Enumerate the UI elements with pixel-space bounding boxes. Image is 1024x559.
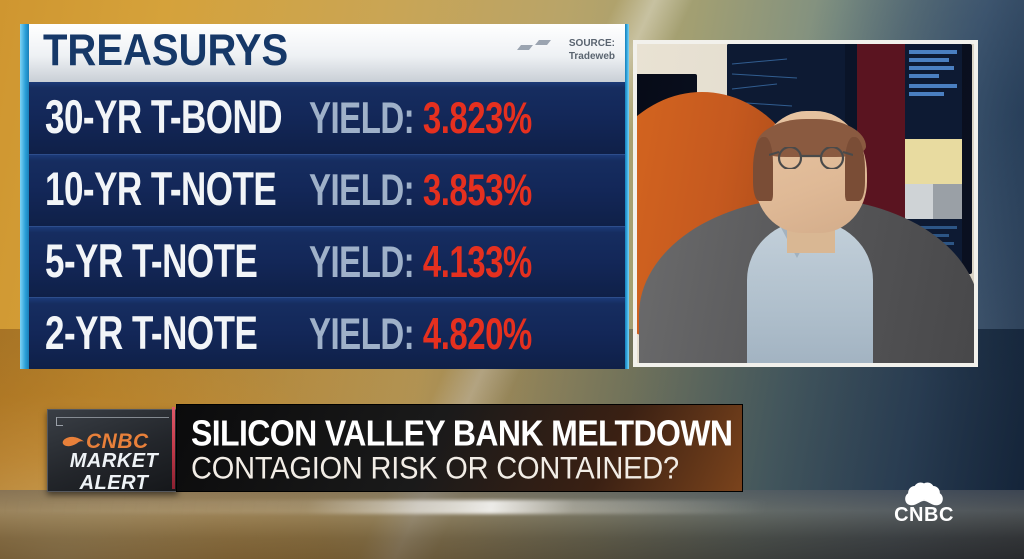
svg-text:CNBC: CNBC (894, 504, 954, 524)
